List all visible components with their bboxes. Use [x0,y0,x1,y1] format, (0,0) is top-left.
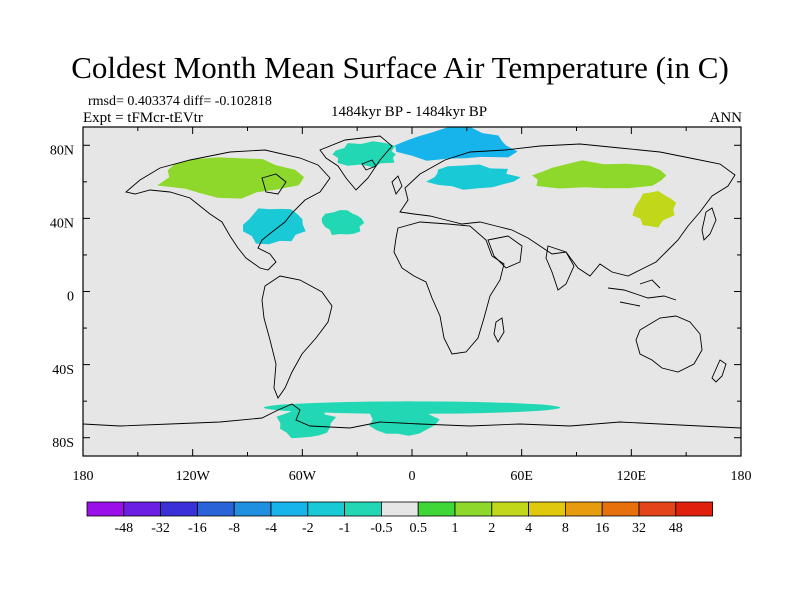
colorbar-label: 1 [452,521,459,536]
period-label: 1484kyr BP - 1484kyr BP [330,104,488,120]
colorbar-box [344,501,382,517]
rmsd-label: rmsd= [88,94,124,109]
x-tick-label: 120E [617,469,647,484]
x-tick-label: 60W [289,469,317,484]
anomaly-core-siberia [561,169,628,182]
colorbar-box [601,501,640,517]
colorbar-box [307,501,345,517]
colorbar-box [565,501,603,517]
anomaly-core-arctic-ocean [428,138,487,153]
colorbar-box [417,501,456,517]
coastline-maritime-se-asia [607,279,677,307]
colorbar-box [123,501,162,517]
colorbar-label: -8 [228,521,240,536]
x-tick-label: 0 [409,469,416,484]
colorbar-boxes [86,501,713,517]
anomaly-layer [102,127,741,439]
anomaly-core-north-america-boreal [196,168,263,187]
colorbar-box [675,501,713,517]
colorbar-label: 32 [632,521,646,536]
colorbar-label: 2 [488,521,495,536]
coastline-madagascar [493,317,505,343]
colorbar-label: 4 [525,521,532,536]
colorbar-box [454,501,493,517]
coastline-hudson-bay [261,173,287,195]
coastline-greenland [319,135,393,191]
anomaly-core-east-asia [643,202,665,217]
anomaly-core-northern-europe [448,171,494,183]
x-tick-label: 60E [510,469,533,484]
coastline-iceland [361,159,377,171]
colorbar-label: -0.5 [370,521,392,536]
coastline-arabia [487,235,523,269]
anomaly-core-east-north-america [258,216,292,234]
colorbar-label: 16 [595,521,609,536]
colorbar-label: 48 [669,521,683,536]
colorbar-box [270,501,309,517]
coastline-uk [391,175,403,195]
x-tick-label: 120W [176,469,211,484]
coastline-africa [393,221,505,355]
y-tick-label: 0 [67,290,74,305]
colorbar-label: -16 [188,521,207,536]
y-tick-label: 80S [52,436,74,451]
x-tick-label: 180 [731,469,752,484]
coastline-japan [701,207,717,241]
colorbar-label: 0.5 [409,521,427,536]
stats-line: rmsd= 0.403374 diff= -0.102818 [88,94,272,110]
colorbar-label: -48 [114,521,133,536]
anomaly-core-antarctic-peninsula [292,415,322,431]
coastline-antarctica [83,403,741,429]
x-tick-label: 180 [73,469,94,484]
colorbar-label: -32 [151,521,170,536]
colorbar-box [196,501,235,517]
colorbar-label: -4 [265,521,277,536]
rmsd-value: 0.403374 [127,94,180,109]
colorbar-box [380,501,419,517]
colorbar-label: -1 [339,521,351,536]
coastlines [83,135,741,429]
coastline-eurasia [399,143,736,277]
anomaly-core-north-atlantic [333,217,354,229]
coastline-new-zealand [711,359,727,383]
y-tick-label: 40S [52,363,74,378]
y-tick-label: 40N [50,217,74,232]
anomaly-core-greenland-iceland [349,149,383,160]
season-label: ANN [709,110,743,126]
coastline-south-america [261,275,333,399]
colorbar-label: 8 [562,521,569,536]
colorbar-label: -2 [302,521,314,536]
colorbar-box [638,501,677,517]
colorbar-box [233,501,272,517]
chart-title: Coldest Month Mean Surface Air Temperatu… [71,50,729,85]
coastline-india [545,245,575,291]
colorbar-box [160,501,198,517]
coastline-north-america [125,149,331,271]
tick-layer [82,127,742,456]
colorbar-box [491,501,529,517]
colorbar-box [528,501,566,517]
diff-value: -0.102818 [214,94,272,109]
y-tick-label: 80N [50,144,74,159]
coastline-australia [635,315,703,373]
experiment-label: Expt = tFMcr-tEVtr [83,110,203,126]
diff-label: diff= [183,94,212,109]
colorbar-box [86,501,125,517]
